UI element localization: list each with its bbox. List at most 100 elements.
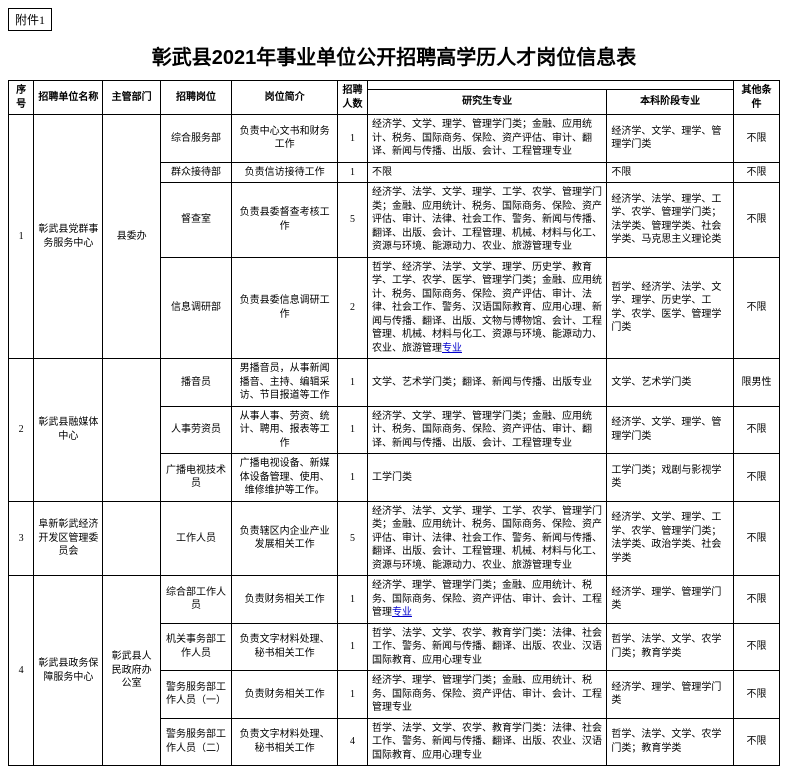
cell-other: 不限 xyxy=(733,576,779,624)
cell-under: 哲学、法学、文学、农学门类；教育学类 xyxy=(607,718,734,766)
cell-other: 不限 xyxy=(733,623,779,671)
cell-grad: 经济学、理学、管理学门类；金融、应用统计、税务、国际商务、保险、资产评估、审计、… xyxy=(367,576,606,624)
cell-dept xyxy=(103,359,161,502)
cell-other: 不限 xyxy=(733,454,779,502)
cell-seq: 3 xyxy=(9,501,34,576)
cell-num: 1 xyxy=(338,671,368,719)
cell-other: 不限 xyxy=(733,718,779,766)
cell-post: 综合服务部 xyxy=(160,115,231,163)
cell-grad: 哲学、经济学、法学、文学、理学、历史学、教育学、工学、农学、医学、管理学门类；金… xyxy=(367,257,606,359)
cell-other: 不限 xyxy=(733,501,779,576)
cell-num: 1 xyxy=(338,406,368,454)
cell-post: 机关事务部工作人员 xyxy=(160,623,231,671)
cell-post: 播音员 xyxy=(160,359,231,407)
th-dept: 主管部门 xyxy=(103,81,161,115)
cell-post: 警务服务部工作人员（一） xyxy=(160,671,231,719)
table-row: 4彰武县政务保障服务中心彰武县人民政府办公室综合部工作人员负责财务相关工作1经济… xyxy=(9,576,780,624)
cell-seq: 4 xyxy=(9,576,34,766)
cell-num: 2 xyxy=(338,257,368,359)
cell-grad: 不限 xyxy=(367,162,606,183)
cell-unit: 阜新彰武经济开发区管理委员会 xyxy=(34,501,103,576)
table-header: 序号 招聘单位名称 主管部门 招聘岗位 岗位简介 招聘人数 其他条件 研究生专业… xyxy=(9,81,780,115)
th-grad: 研究生专业 xyxy=(367,89,606,114)
cell-post: 广播电视技术员 xyxy=(160,454,231,502)
cell-num: 1 xyxy=(338,162,368,183)
table-row: 1彰武县党群事务服务中心县委办综合服务部负责中心文书和财务工作1经济学、文学、理… xyxy=(9,115,780,163)
table-body: 1彰武县党群事务服务中心县委办综合服务部负责中心文书和财务工作1经济学、文学、理… xyxy=(9,115,780,766)
cell-desc: 男播音员，从事新闻播音、主持、编辑采访、节目报道等工作 xyxy=(232,359,338,407)
cell-num: 1 xyxy=(338,359,368,407)
cell-desc: 负责财务相关工作 xyxy=(232,671,338,719)
cell-under: 经济学、文学、理学、管理学门类 xyxy=(607,115,734,163)
cell-under: 不限 xyxy=(607,162,734,183)
cell-other: 不限 xyxy=(733,257,779,359)
cell-post: 群众接待部 xyxy=(160,162,231,183)
page-title: 彰武县2021年事业单位公开招聘高学历人才岗位信息表 xyxy=(8,41,780,70)
cell-grad: 经济学、法学、文学、理学、工学、农学、管理学门类；金融、应用统计、税务、国际商务… xyxy=(367,501,606,576)
cell-desc: 负责县委督查考核工作 xyxy=(232,183,338,258)
cell-other: 不限 xyxy=(733,115,779,163)
cell-num: 1 xyxy=(338,576,368,624)
cell-post: 警务服务部工作人员（二） xyxy=(160,718,231,766)
cell-under: 哲学、法学、文学、农学门类；教育学类 xyxy=(607,623,734,671)
cell-post: 人事劳资员 xyxy=(160,406,231,454)
cell-seq: 1 xyxy=(9,115,34,359)
th-unit: 招聘单位名称 xyxy=(34,81,103,115)
cell-desc: 负责文字材料处理、秘书相关工作 xyxy=(232,718,338,766)
major-link[interactable]: 专业 xyxy=(392,607,412,618)
cell-desc: 负责县委信息调研工作 xyxy=(232,257,338,359)
cell-desc: 负责辖区内企业产业发展相关工作 xyxy=(232,501,338,576)
cell-other: 不限 xyxy=(733,183,779,258)
th-desc: 岗位简介 xyxy=(232,81,338,115)
cell-post: 督查室 xyxy=(160,183,231,258)
cell-desc: 负责文字材料处理、秘书相关工作 xyxy=(232,623,338,671)
cell-under: 文学、艺术学门类 xyxy=(607,359,734,407)
cell-desc: 负责信访接待工作 xyxy=(232,162,338,183)
cell-desc: 负责中心文书和财务工作 xyxy=(232,115,338,163)
cell-dept: 县委办 xyxy=(103,115,161,359)
table-row: 3阜新彰武经济开发区管理委员会工作人员负责辖区内企业产业发展相关工作5经济学、法… xyxy=(9,501,780,576)
cell-under: 哲学、经济学、法学、文学、理学、历史学、工学、农学、医学、管理学门类 xyxy=(607,257,734,359)
cell-num: 5 xyxy=(338,183,368,258)
cell-other: 不限 xyxy=(733,406,779,454)
th-post: 招聘岗位 xyxy=(160,81,231,115)
cell-grad: 哲学、法学、文学、农学、教育学门类：法律、社会工作、警务、新闻与传播、翻译、出版… xyxy=(367,623,606,671)
cell-other: 不限 xyxy=(733,671,779,719)
cell-dept xyxy=(103,501,161,576)
cell-num: 1 xyxy=(338,454,368,502)
th-spec-group xyxy=(367,81,733,90)
cell-grad: 经济学、法学、文学、理学、工学、农学、管理学门类；金融、应用统计、税务、国际商务… xyxy=(367,183,606,258)
th-other: 其他条件 xyxy=(733,81,779,115)
th-num: 招聘人数 xyxy=(338,81,368,115)
cell-desc: 从事人事、劳资、统计、聘用、报表等工作 xyxy=(232,406,338,454)
cell-grad: 经济学、文学、理学、管理学门类；金融、应用统计、税务、国际商务、保险、资产评估、… xyxy=(367,406,606,454)
cell-grad: 经济学、文学、理学、管理学门类；金融、应用统计、税务、国际商务、保险、资产评估、… xyxy=(367,115,606,163)
cell-seq: 2 xyxy=(9,359,34,502)
cell-grad: 文学、艺术学门类；翻译、新闻与传播、出版专业 xyxy=(367,359,606,407)
cell-num: 1 xyxy=(338,623,368,671)
cell-desc: 负责财务相关工作 xyxy=(232,576,338,624)
cell-under: 经济学、文学、理学、管理学门类 xyxy=(607,406,734,454)
cell-post: 工作人员 xyxy=(160,501,231,576)
cell-dept: 彰武县人民政府办公室 xyxy=(103,576,161,766)
cell-under: 经济学、法学、理学、工学、农学、管理学门类；法学类、管理学类、社会学类、马克思主… xyxy=(607,183,734,258)
positions-table: 序号 招聘单位名称 主管部门 招聘岗位 岗位简介 招聘人数 其他条件 研究生专业… xyxy=(8,80,780,766)
table-row: 2彰武县融媒体中心播音员男播音员，从事新闻播音、主持、编辑采访、节目报道等工作1… xyxy=(9,359,780,407)
cell-num: 1 xyxy=(338,115,368,163)
cell-grad: 工学门类 xyxy=(367,454,606,502)
cell-under: 经济学、理学、管理学门类 xyxy=(607,671,734,719)
th-under: 本科阶段专业 xyxy=(607,89,734,114)
major-link[interactable]: 专业 xyxy=(442,343,462,354)
cell-grad: 经济学、理学、管理学门类；金融、应用统计、税务、国际商务、保险、资产评估、审计、… xyxy=(367,671,606,719)
cell-under: 经济学、理学、管理学门类 xyxy=(607,576,734,624)
cell-under: 工学门类；戏剧与影视学类 xyxy=(607,454,734,502)
attachment-label: 附件1 xyxy=(8,8,52,31)
cell-other: 不限 xyxy=(733,162,779,183)
cell-unit: 彰武县融媒体中心 xyxy=(34,359,103,502)
th-seq: 序号 xyxy=(9,81,34,115)
cell-num: 4 xyxy=(338,718,368,766)
cell-unit: 彰武县党群事务服务中心 xyxy=(34,115,103,359)
cell-post: 信息调研部 xyxy=(160,257,231,359)
cell-unit: 彰武县政务保障服务中心 xyxy=(34,576,103,766)
cell-post: 综合部工作人员 xyxy=(160,576,231,624)
